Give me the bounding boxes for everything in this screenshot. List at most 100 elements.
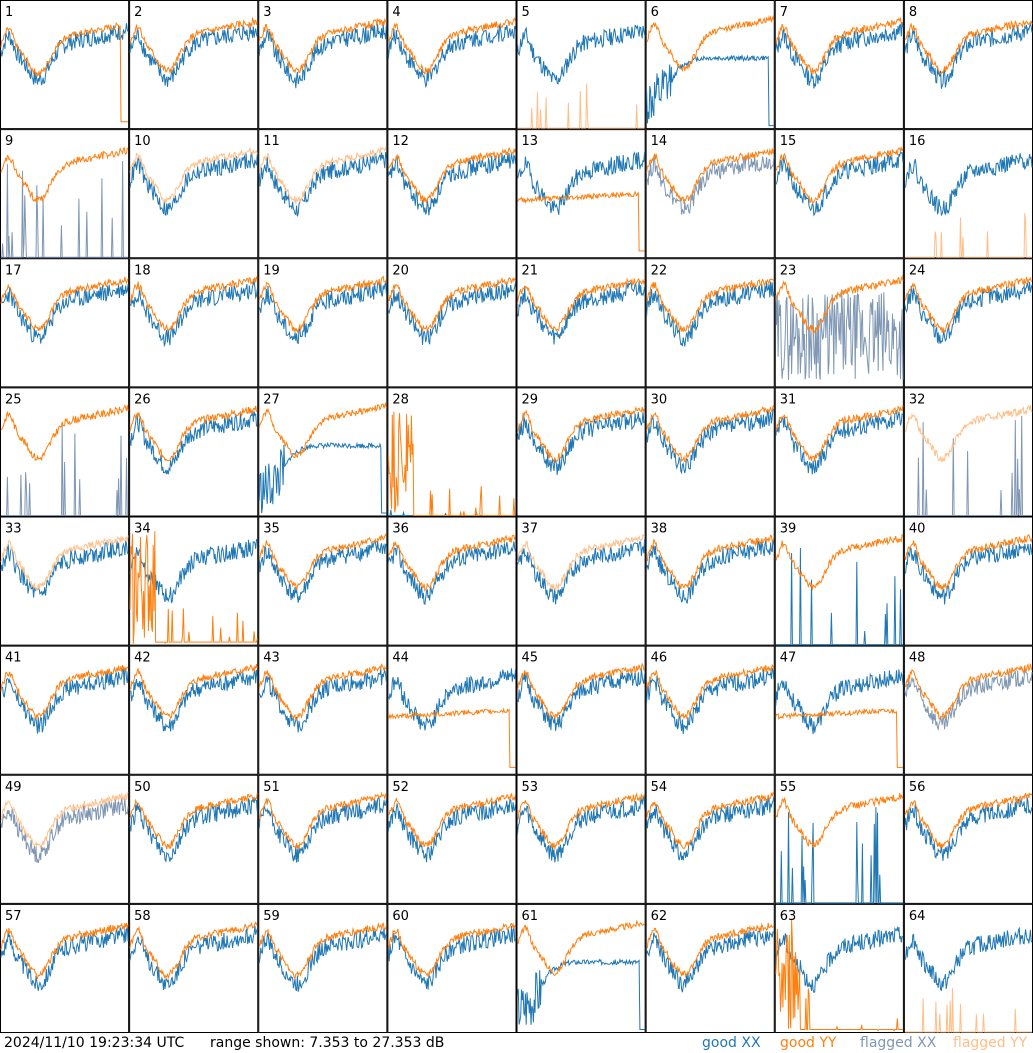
panel-53: 53 [516,774,646,904]
series-yy [775,274,904,335]
panel-25: 25 [0,387,130,517]
panel-33: 33 [0,516,130,646]
series-yy [259,533,387,591]
panel-label: 54 [651,780,668,795]
series-xx [0,666,129,734]
series-xx [258,927,387,992]
series-yy [646,922,774,979]
panel-32: 32 [903,387,1033,517]
panel-frame [387,129,517,259]
panel-47: 47 [774,645,904,775]
panel-label: 32 [909,392,926,407]
series-yy [904,404,1033,463]
panel-label: 22 [651,263,668,278]
panel-59: 59 [258,903,388,1033]
series-xx [258,279,387,345]
panel-label: 51 [263,780,280,795]
series-yy [517,190,645,252]
panel-label: 21 [522,263,539,278]
panel-frame [516,516,646,646]
panel-56: 56 [903,774,1033,904]
series-xx [904,926,1033,992]
series-yy [0,146,129,203]
panel-label: 33 [5,522,22,537]
panel-label: 64 [909,909,926,924]
series-xx [129,925,258,990]
timestamp-label: 2024/11/10 19:23:34 UTC [4,1035,185,1051]
series-xx [646,154,775,215]
panel-label: 14 [651,134,668,149]
panel-44: 44 [387,645,517,775]
series-yy [904,213,1032,258]
panel-40: 40 [903,516,1033,646]
series-yy [387,276,516,332]
panel-label: 23 [780,263,797,278]
panel-label: 26 [134,392,151,407]
panel-frame [258,258,388,388]
panel-frame [774,0,904,130]
series-xx [387,668,516,731]
series-yy [258,662,387,722]
series-xx [517,24,646,85]
panel-14: 14 [645,129,775,259]
series-yy [0,404,129,461]
panel-frame [258,0,388,130]
series-yy [258,401,387,459]
series-xx [258,441,387,514]
series-yy [904,19,1033,75]
series-yy [646,534,775,590]
legend-flagged-yy: flagged YY [953,1035,1028,1051]
panel-12: 12 [387,129,517,259]
panel-label: 7 [780,5,788,20]
panel-28: 28 [387,387,517,517]
panel-frame [258,387,388,517]
legend-flagged-xx: flagged XX [860,1035,937,1051]
panel-frame [645,645,775,775]
panel-50: 50 [129,774,259,904]
panel-frame [387,0,517,130]
series-xx [387,24,516,88]
series-yy [646,278,775,333]
panel-frame [0,903,130,1033]
panel-55: 55 [774,774,904,904]
panel-label: 13 [522,134,539,149]
panel-43: 43 [258,645,388,775]
panel-16: 16 [903,129,1033,259]
panel-21: 21 [516,258,646,388]
series-xx [646,539,775,604]
series-yy [517,919,645,976]
panel-label: 37 [522,522,539,537]
panel-frame [387,774,517,904]
series-xx [646,54,774,127]
series-yy [0,535,129,592]
panel-label: 52 [392,780,409,795]
panel-frame [516,645,646,775]
panel-label: 45 [522,651,539,666]
panel-frame [645,129,775,259]
series-yy [0,276,129,332]
series-yy [904,275,1033,333]
panel-label: 27 [263,392,280,407]
panel-38: 38 [645,516,775,646]
panel-frame [129,645,259,775]
series-yy [775,405,904,462]
panel-57: 57 [0,903,130,1033]
panel-frame [774,903,904,1033]
panel-label: 39 [780,522,797,537]
panel-42: 42 [129,645,259,775]
series-yy [129,663,258,720]
panel-8: 8 [903,0,1033,130]
panel-label: 34 [134,522,151,537]
panel-label: 4 [392,5,400,20]
series-yy [129,16,258,75]
panel-29: 29 [516,387,646,517]
panel-60: 60 [387,903,517,1033]
panel-label: 8 [909,5,917,20]
panel-3: 3 [258,0,388,130]
series-xx [904,797,1033,861]
panel-label: 2 [134,5,142,20]
panel-23: 23 [774,258,904,388]
panel-label: 63 [780,909,797,924]
range-label: range shown: 7.353 to 27.353 dB [210,1035,445,1051]
series-yy [646,15,775,73]
